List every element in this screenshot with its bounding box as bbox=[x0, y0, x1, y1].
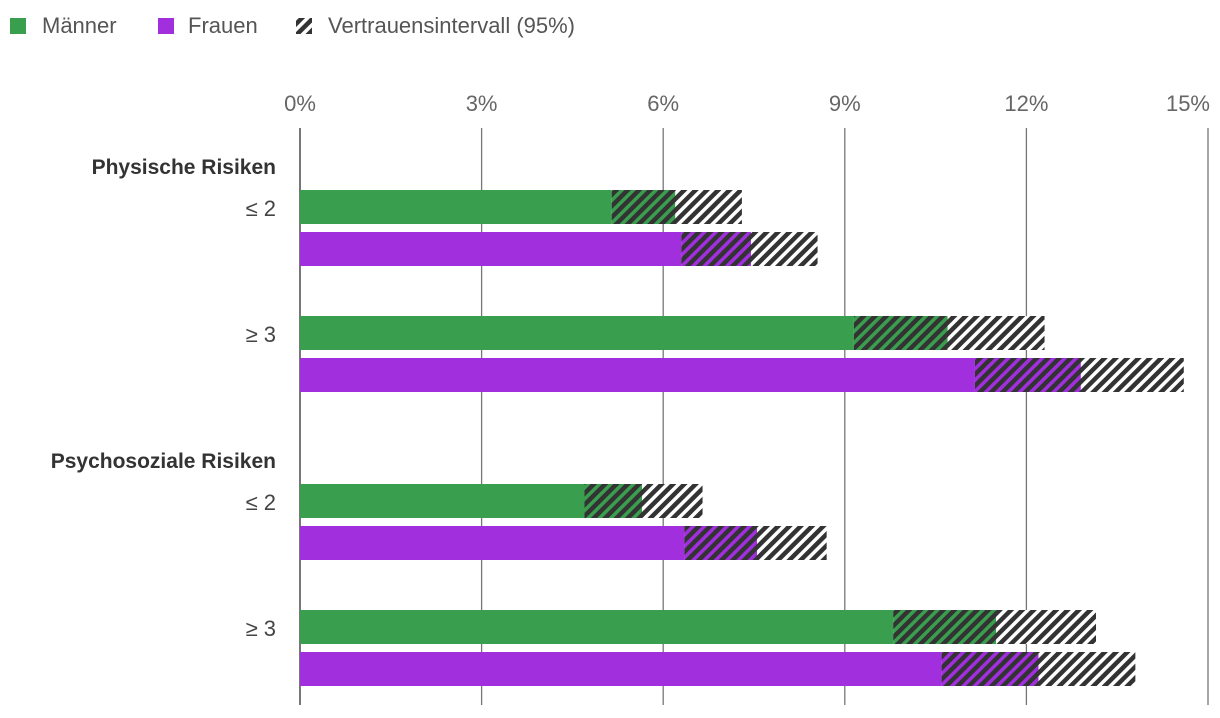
bar-g1-c1-men-ci-hatch bbox=[893, 610, 1097, 644]
legend-swatch-men bbox=[10, 18, 26, 34]
bar-g0-c1-women bbox=[300, 358, 975, 392]
x-axis-ticks: 0% 3% 6% 9% 12% 15% bbox=[284, 91, 1210, 116]
x-tick-label-0: 0% bbox=[284, 91, 316, 116]
bar-g1-c0-men-ci-hatch bbox=[584, 484, 703, 518]
bars bbox=[300, 190, 1184, 686]
bar-g0-c1-men-ci-hatch bbox=[853, 316, 1045, 350]
legend-swatch-women bbox=[158, 18, 174, 34]
x-tick-label-6: 6% bbox=[647, 91, 679, 116]
x-tick-label-3: 3% bbox=[466, 91, 498, 116]
bar-g1-c0-women-ci-hatch bbox=[684, 526, 827, 560]
legend-label-men: Männer bbox=[42, 13, 117, 38]
bar-g0-c0-men-ci-hatch bbox=[611, 190, 742, 224]
bar-g1-c1-men bbox=[300, 610, 894, 644]
x-tick-label-12: 12% bbox=[1004, 91, 1048, 116]
group-label-physische-risiken: Physische Risiken bbox=[92, 156, 276, 179]
legend-item-women: Frauen bbox=[158, 13, 258, 38]
bar-g0-c1-women-ci-hatch bbox=[974, 358, 1184, 392]
bar-g0-c0-women bbox=[300, 232, 682, 266]
bar-g1-c1-women-ci-hatch bbox=[941, 652, 1136, 686]
legend: Männer Frauen Vertrauensintervall (95%) bbox=[10, 13, 575, 38]
category-label-psychosozial-le2: ≤ 2 bbox=[246, 490, 276, 515]
category-labels: Physische Risiken ≤ 2 ≥ 3 Psychosoziale … bbox=[51, 156, 276, 641]
bar-g0-c0-men bbox=[300, 190, 612, 224]
legend-item-ci: Vertrauensintervall (95%) bbox=[296, 13, 575, 38]
category-label-psychosozial-ge3: ≥ 3 bbox=[246, 616, 276, 641]
bar-g0-c1-men bbox=[300, 316, 854, 350]
category-label-physisch-le2: ≤ 2 bbox=[246, 196, 276, 221]
bar-g1-c1-women bbox=[300, 652, 942, 686]
bar-g1-c0-women bbox=[300, 526, 685, 560]
legend-item-men: Männer bbox=[10, 13, 117, 38]
legend-label-ci: Vertrauensintervall (95%) bbox=[328, 13, 575, 38]
category-label-physisch-ge3: ≥ 3 bbox=[246, 322, 276, 347]
x-tick-label-9: 9% bbox=[829, 91, 861, 116]
grid bbox=[299, 128, 1209, 705]
group-label-psychosoziale-risiken: Psychosoziale Risiken bbox=[51, 450, 276, 473]
legend-swatch-ci-hatch bbox=[296, 18, 312, 34]
bar-g1-c0-men bbox=[300, 484, 585, 518]
x-tick-label-15: 15% bbox=[1166, 91, 1210, 116]
bar-g0-c0-women-ci-hatch bbox=[681, 232, 818, 266]
legend-label-women: Frauen bbox=[188, 13, 258, 38]
